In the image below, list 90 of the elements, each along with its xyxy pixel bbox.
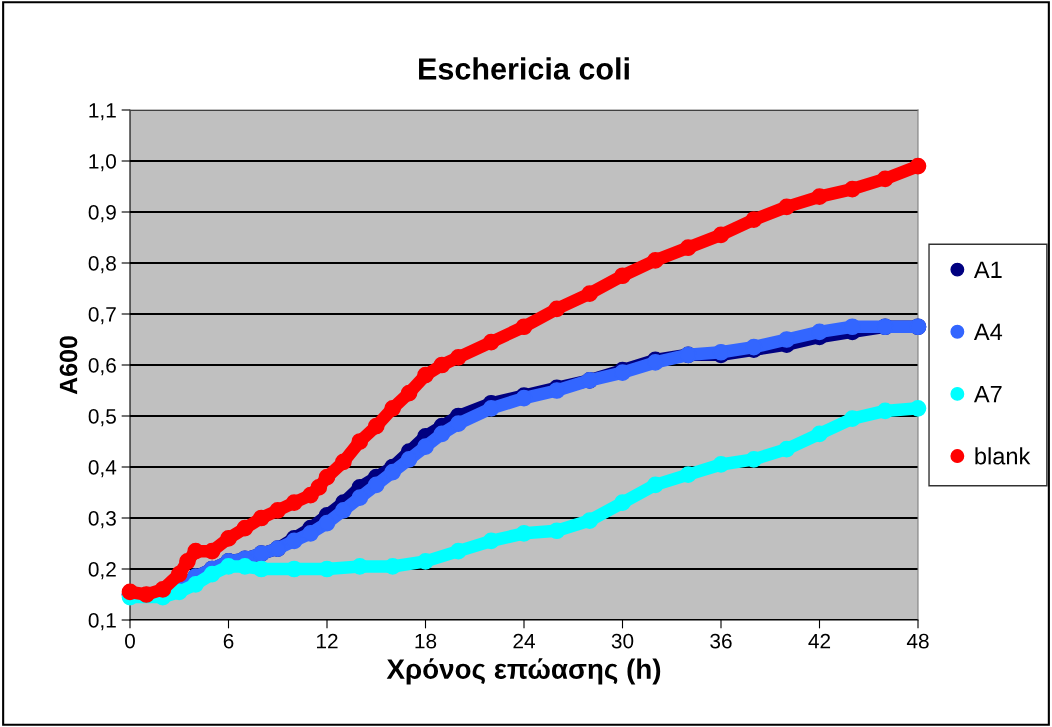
point — [433, 425, 451, 443]
y-tick-label: 0,5 — [88, 409, 116, 427]
x-tick-label: 36 — [710, 633, 732, 649]
point — [679, 466, 697, 483]
point — [170, 565, 188, 583]
point — [778, 331, 796, 348]
point — [351, 489, 369, 506]
point — [417, 553, 434, 570]
point — [335, 453, 352, 471]
point — [909, 157, 927, 175]
point — [614, 494, 631, 512]
point — [515, 318, 533, 336]
point — [482, 333, 500, 351]
point — [548, 300, 566, 318]
y-tick-label: 0,6 — [88, 358, 116, 376]
y-tick-label: 0,1 — [88, 613, 116, 631]
x-tick-label: 30 — [611, 633, 634, 649]
point — [220, 558, 237, 575]
point — [203, 565, 221, 583]
y-tick-label: 0,7 — [88, 307, 116, 325]
point — [351, 433, 369, 450]
y-axis-title: A600 — [59, 336, 78, 395]
x-tick-label: 18 — [415, 633, 437, 649]
y-tick-label: 1,0 — [89, 154, 116, 172]
chart-title: Eschericia coli — [419, 57, 629, 80]
point — [679, 239, 697, 257]
y-tick-label: 0,2 — [88, 562, 116, 580]
point — [449, 349, 467, 366]
point — [367, 417, 385, 435]
point — [400, 451, 418, 468]
point — [417, 438, 434, 455]
x-tick-label: 48 — [906, 633, 929, 649]
legend-label: blank — [975, 447, 1031, 465]
point — [482, 532, 500, 550]
point — [138, 586, 155, 603]
point — [778, 198, 796, 216]
point — [384, 463, 402, 481]
legend-label: A7 — [973, 385, 1002, 403]
point — [384, 558, 402, 575]
y-tick-label: 0,3 — [88, 511, 116, 529]
point — [646, 252, 664, 269]
point — [843, 180, 861, 198]
point — [548, 522, 566, 540]
point — [269, 502, 287, 519]
point — [236, 519, 254, 537]
y-tick-label: 1,1 — [89, 103, 116, 121]
point — [417, 366, 434, 384]
point — [400, 384, 418, 402]
point — [482, 400, 500, 417]
x-tick-label: 42 — [808, 633, 831, 649]
point — [154, 581, 172, 598]
x-tick-label: 24 — [513, 633, 535, 649]
x-axis-title: Χρόνος επώασης (h) — [386, 658, 661, 685]
point — [449, 415, 467, 432]
y-tick-label: 0,8 — [88, 256, 116, 274]
x-tick-label: 0 — [125, 633, 135, 649]
point — [614, 267, 631, 285]
point — [843, 410, 861, 427]
point — [745, 211, 763, 228]
point — [252, 509, 270, 527]
point — [811, 323, 828, 341]
point — [367, 476, 385, 494]
point — [581, 512, 599, 529]
point — [335, 502, 352, 519]
point — [712, 226, 730, 244]
point — [384, 400, 402, 417]
point — [433, 356, 451, 374]
point — [187, 575, 205, 593]
x-tick-label: 6 — [223, 633, 234, 649]
point — [449, 542, 467, 560]
y-tick-label: 0,9 — [88, 205, 116, 223]
x-tick-label: 12 — [317, 633, 338, 649]
point — [712, 456, 730, 473]
legend-label: A1 — [973, 261, 1002, 278]
point — [318, 514, 336, 532]
point — [843, 318, 861, 336]
point — [811, 188, 828, 206]
point — [581, 285, 599, 302]
y-tick-label: 0,4 — [88, 460, 117, 478]
legend-label: A4 — [973, 323, 1003, 341]
point — [876, 402, 894, 420]
point — [302, 524, 319, 542]
point — [646, 476, 664, 494]
point — [745, 451, 763, 468]
point — [318, 468, 336, 486]
point — [811, 425, 828, 443]
point — [778, 440, 796, 458]
point — [285, 494, 303, 512]
point — [220, 530, 237, 547]
point — [876, 170, 894, 188]
